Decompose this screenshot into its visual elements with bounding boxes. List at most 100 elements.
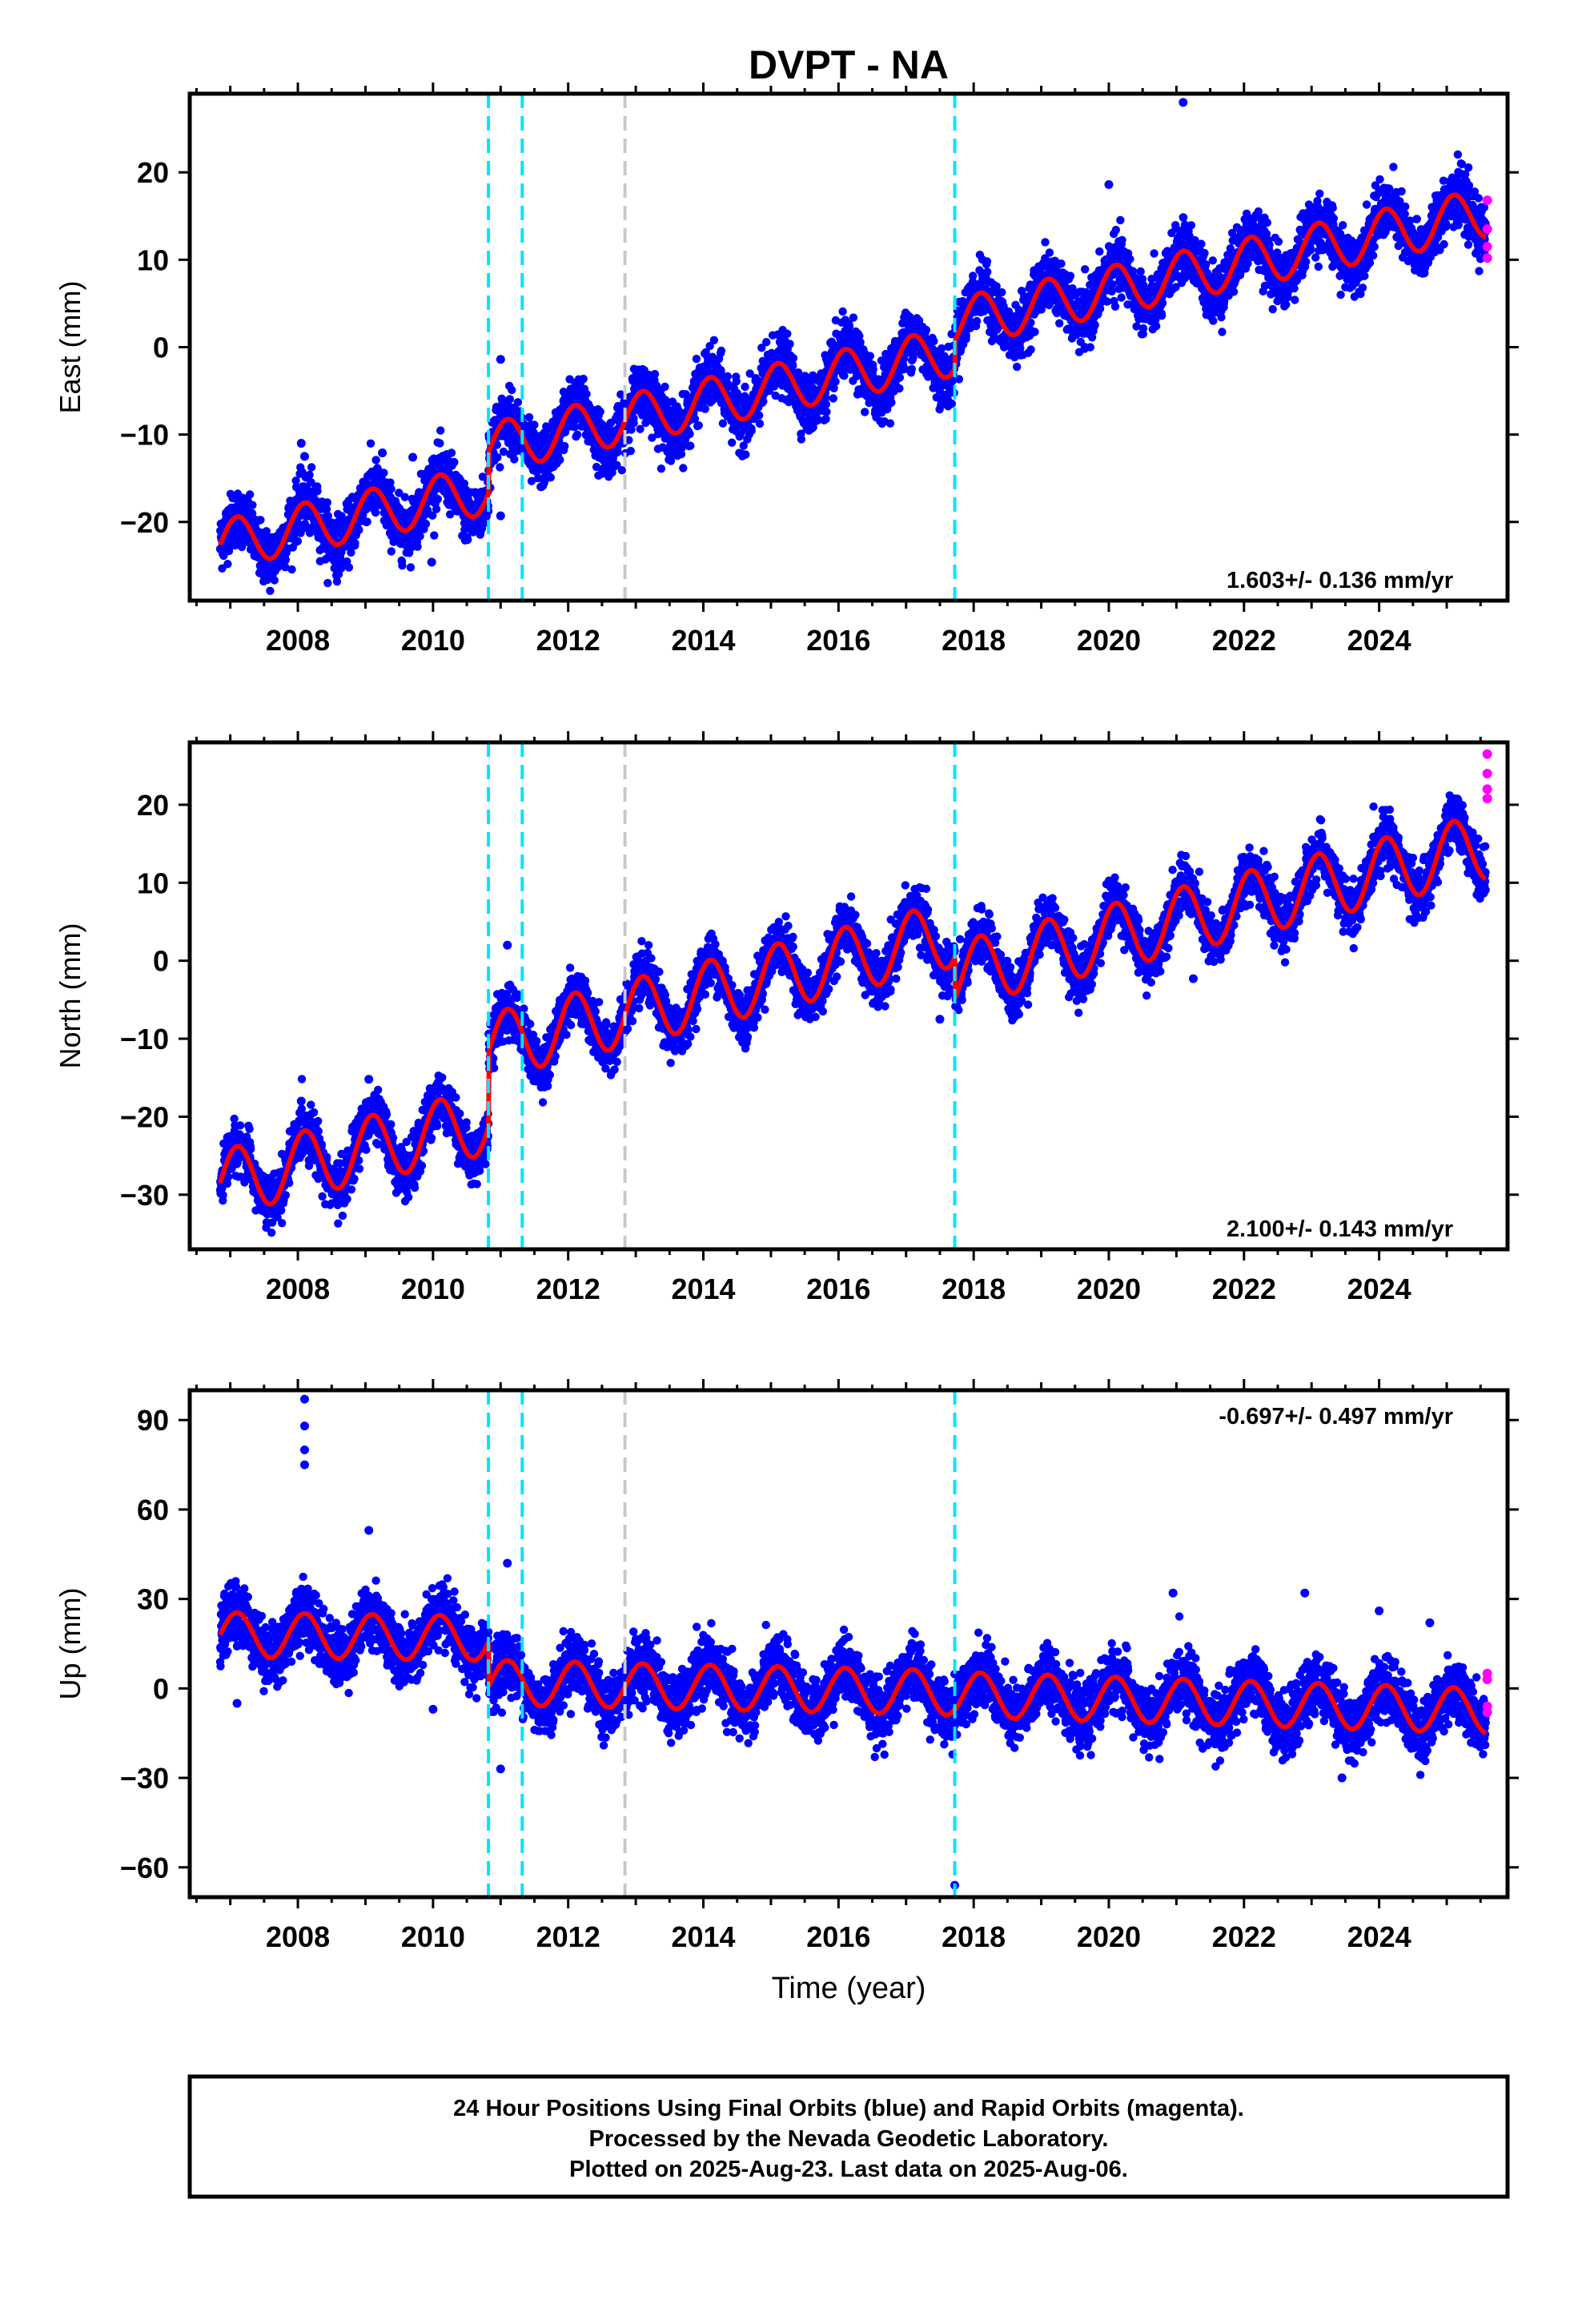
final-orbit-point xyxy=(1108,279,1117,289)
final-orbit-point xyxy=(1157,312,1166,320)
final-orbit-point xyxy=(313,487,322,496)
final-orbit-point xyxy=(1081,265,1090,274)
final-orbit-point xyxy=(1150,249,1158,258)
final-orbit-point xyxy=(969,271,978,280)
final-orbit-point xyxy=(789,354,798,363)
final-orbit-point xyxy=(1201,260,1211,269)
final-orbit-point xyxy=(629,419,638,428)
final-orbit-point xyxy=(785,340,794,348)
final-orbit-point xyxy=(307,463,316,472)
final-orbit-point xyxy=(1055,319,1064,328)
final-orbit-point xyxy=(307,478,315,487)
final-orbit-point xyxy=(524,412,534,422)
final-orbit-point xyxy=(387,485,396,493)
final-orbit-point xyxy=(510,455,519,464)
final-orbit-point xyxy=(1138,324,1148,333)
final-orbit-point xyxy=(1186,221,1196,230)
final-orbit-point xyxy=(406,563,416,572)
final-orbit-point xyxy=(508,385,516,395)
final-orbit-point xyxy=(218,564,227,573)
final-orbit-point xyxy=(1158,299,1167,308)
final-orbit-point xyxy=(865,352,875,360)
final-orbit-point xyxy=(450,458,459,467)
final-orbit-point xyxy=(582,389,591,399)
final-orbit-point xyxy=(530,420,539,429)
final-orbit-point xyxy=(351,539,359,548)
final-orbit-point xyxy=(371,508,380,517)
final-orbit-point xyxy=(685,429,694,439)
final-orbit-point xyxy=(701,404,709,413)
final-orbit-point xyxy=(300,520,310,529)
final-orbit-point xyxy=(496,463,504,472)
final-orbit-point xyxy=(789,361,797,371)
final-orbit-point xyxy=(430,531,439,540)
final-orbit-point xyxy=(248,501,257,509)
east-panel: 2008 2010 2012 2014 2016 2018 2020 2022 2024−20−… xyxy=(54,82,1519,657)
final-orbit-point xyxy=(1116,215,1125,225)
final-orbit-point xyxy=(436,439,444,448)
final-orbit-point xyxy=(717,346,726,356)
final-orbit-point xyxy=(355,525,363,534)
final-orbit-point xyxy=(1013,362,1022,372)
final-orbit-point xyxy=(962,332,971,340)
final-orbit-point xyxy=(270,576,279,585)
final-orbit-point xyxy=(344,563,354,572)
final-orbit-point xyxy=(1217,313,1226,322)
final-orbit-point xyxy=(560,441,569,451)
final-orbit-point xyxy=(1026,345,1035,354)
final-orbit-point xyxy=(247,509,257,518)
final-orbit-point xyxy=(1117,293,1126,302)
final-orbit-point xyxy=(281,563,290,572)
final-orbit-point xyxy=(709,336,719,344)
final-orbit-point xyxy=(747,426,756,436)
final-orbit-point xyxy=(1086,343,1095,352)
final-orbit-point xyxy=(332,577,342,586)
final-orbit-point xyxy=(323,578,332,588)
final-orbit-point xyxy=(741,450,750,459)
final-orbit-point xyxy=(861,408,869,416)
final-orbit-point xyxy=(287,565,296,574)
final-orbit-point xyxy=(887,398,896,407)
final-orbit-point xyxy=(694,421,703,430)
final-orbit-point xyxy=(1152,322,1161,331)
final-orbit-point xyxy=(822,408,831,416)
final-orbit-point xyxy=(656,464,666,473)
final-orbit-point xyxy=(821,415,830,424)
final-orbit-point xyxy=(1118,235,1126,244)
final-orbit-point xyxy=(572,430,582,439)
final-orbit-point xyxy=(983,267,992,276)
final-orbit-point xyxy=(947,399,957,408)
final-orbit-point xyxy=(838,307,847,316)
chart-title: DVPT - NA xyxy=(749,42,949,87)
final-orbit-point xyxy=(907,364,917,373)
final-orbit-point xyxy=(728,438,737,447)
final-orbit-point xyxy=(1111,225,1121,235)
final-orbit-point xyxy=(386,478,395,487)
final-orbit-point xyxy=(223,560,232,569)
final-orbit-point xyxy=(1066,271,1075,280)
final-orbit-point xyxy=(1030,328,1039,336)
final-orbit-point xyxy=(1045,248,1054,257)
final-orbit-point xyxy=(387,547,396,556)
final-orbit-point xyxy=(1126,255,1134,263)
final-orbit-point xyxy=(1095,247,1104,256)
final-orbit-point xyxy=(895,373,905,382)
final-orbit-point xyxy=(998,287,1006,297)
final-orbit-point xyxy=(972,316,982,326)
final-orbit-point xyxy=(323,498,331,507)
final-orbit-point xyxy=(579,374,588,384)
final-orbit-point xyxy=(636,424,644,433)
final-orbit-point xyxy=(1229,287,1239,296)
final-orbit-point xyxy=(363,517,371,526)
final-orbit-point xyxy=(433,495,443,504)
final-orbit-point xyxy=(305,470,314,480)
final-orbit-point xyxy=(262,527,271,536)
final-orbit-point xyxy=(245,490,255,499)
final-orbit-point xyxy=(291,476,300,485)
final-orbit-point xyxy=(869,365,877,374)
final-orbit-point xyxy=(293,537,303,545)
final-orbit-point xyxy=(626,446,635,456)
final-orbit-point xyxy=(895,384,904,393)
final-orbit-point xyxy=(421,520,431,529)
